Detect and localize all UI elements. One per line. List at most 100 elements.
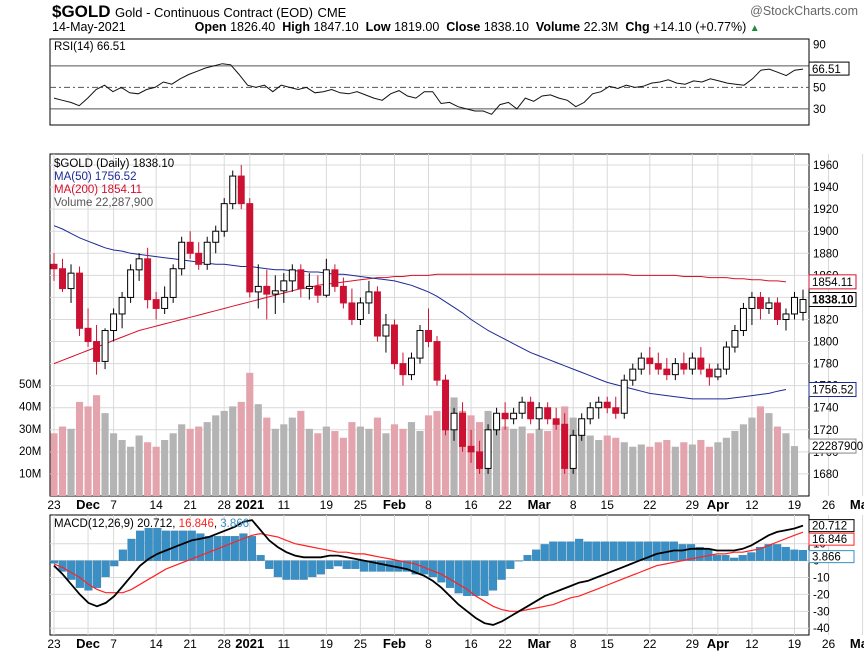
candle-body [220,203,228,232]
volume-bar [688,444,696,496]
macd-histogram-bar [609,541,618,561]
volume-bar [501,426,509,496]
price-y-tick: 1720 [813,425,839,437]
candle-body [569,434,577,469]
macd-signal-line [53,531,804,612]
candle-body [144,258,152,301]
price-value-label-ma200: 1854.11 [812,277,853,289]
macd-histogram-bar [273,560,282,578]
macd-histogram-bar [359,560,368,572]
macd-x-tick: Feb [383,636,406,651]
candle-body [76,272,84,329]
price-x-tick: Mar [528,497,551,512]
price-x-tick: 14 [149,498,163,512]
exchange-label: CME [317,5,347,20]
candle-body [739,307,747,332]
macd-legend-part: 16.846 [179,518,214,530]
candle-body [93,341,101,362]
low-value: 1819.00 [394,20,440,34]
volume-bar [535,428,543,496]
macd-legend-part: MACD(12,26,9) [54,518,137,530]
symbol-name: Gold - Continuous Contract (EOD) [115,5,313,20]
macd-histogram-bar [118,549,127,561]
candle-body [50,263,58,270]
candle-body [101,330,109,362]
macd-legend-part: , [214,518,220,530]
macd-x-tick: 19 [788,637,802,651]
candle-body [254,285,262,293]
volume-bar [603,435,611,496]
candle-body [84,327,92,343]
volume-y-tick: 20M [19,446,41,458]
macd-histogram-bar [342,560,351,569]
macd-histogram-bar [93,560,102,588]
volume-bar [790,446,799,496]
macd-histogram-bar [523,555,532,561]
macd-x-tick: 11 [278,637,291,651]
volume-bar [118,440,126,496]
candle-body [527,401,535,420]
candle-body [484,429,492,469]
volume-bar [680,442,688,496]
candle-body [390,324,398,365]
volume-bar [424,415,433,496]
volume-bar [782,433,790,496]
candle-body [697,357,705,370]
volume-y-tick: 50M [19,379,41,391]
volume-bar [450,397,458,496]
price-x-tick: Apr [707,497,729,512]
candle-body [305,285,313,290]
candle-body [535,407,543,420]
macd-histogram-bar [730,557,739,561]
rsi-legend: RSI(14) 66.51 [54,41,126,53]
volume-bar [756,406,765,496]
candle-body [612,407,620,414]
price-value-box-ma50 [808,382,857,398]
close-label: Close [446,20,481,34]
macd-histogram-bar [652,541,661,561]
candle-body [237,175,245,205]
candle-body [331,269,339,287]
candle-body [578,418,586,436]
price-value-box-close [808,292,857,308]
volume-bar [161,440,169,496]
macd-histogram-bar [506,560,515,569]
volume-bar [705,446,713,496]
volume-label: Volume [535,20,581,34]
volume-bar [169,433,177,496]
volume-bar [339,437,347,496]
volume-bar [697,440,705,496]
candle-body [595,401,603,409]
macd-x-tick: 21 [184,637,198,651]
macd-histogram-bar [136,530,145,561]
high-value: 1847.10 [313,20,359,34]
volume-bar [237,401,245,496]
volume-bar [493,417,501,496]
macd-histogram-bar [291,560,300,580]
volume-bar [229,406,237,496]
volume-bar [280,424,288,496]
candle-body [637,357,645,370]
volume-bar [50,433,58,496]
macd-histogram-bar [437,560,446,583]
macd-histogram-bar [49,560,59,564]
volume-bar [271,428,279,496]
macd-value-box-macd [808,519,855,533]
price-x-tick: Feb [383,497,406,512]
watermark-text: @StockCharts.com [750,4,858,18]
macd-histogram-bar [84,560,93,591]
price-x-tick: 25 [354,498,368,512]
macd-histogram-bar [549,541,558,561]
candle-body [518,401,526,414]
macd-histogram-bar [557,541,566,561]
candle-body [603,401,611,409]
volume-bar [127,446,135,496]
candle-body [467,445,475,453]
candle-body [731,330,739,348]
volume-bar [195,426,203,496]
macd-histogram-bar [196,533,205,561]
price-x-tick: 21 [184,498,198,512]
price-y-tick: 1920 [813,204,839,216]
macd-histogram-bar [755,546,764,561]
